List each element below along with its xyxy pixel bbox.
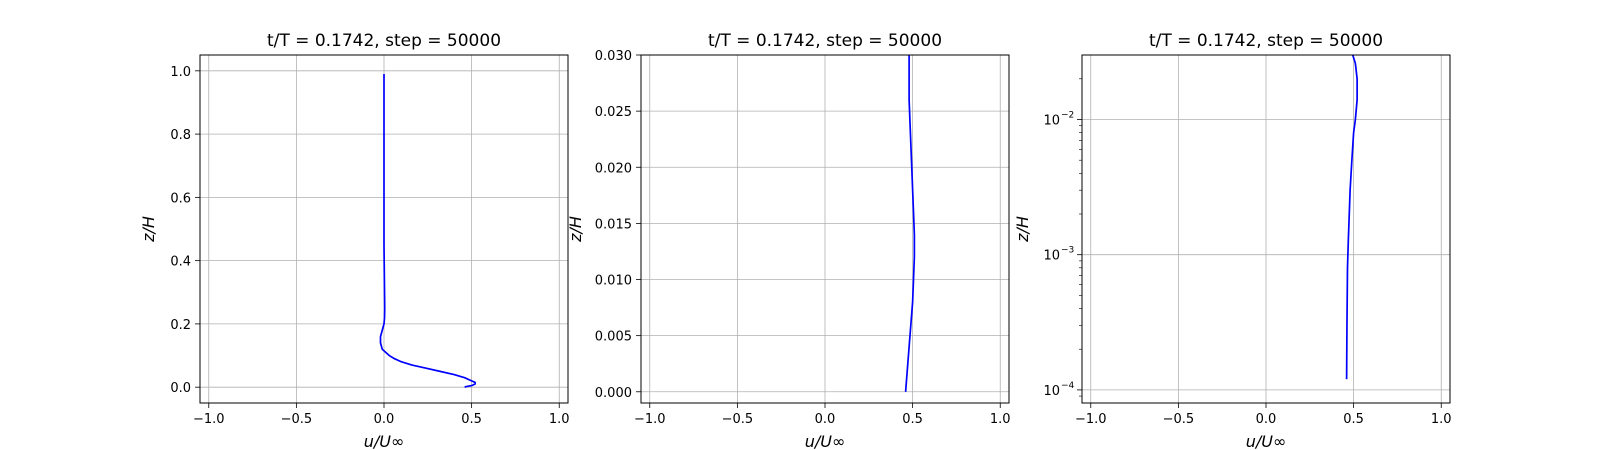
x-axis-label: u/U∞: [364, 432, 405, 450]
x-tick-label: −1.0: [193, 412, 225, 427]
subplot-log-zoom: t/T = 0.1742, step = 50000 u/U∞ z/H −1.0…: [1013, 31, 1452, 450]
x-tick-label: 0.5: [902, 412, 923, 427]
y-tick-exponent: −4: [1061, 381, 1075, 391]
series-line: [1345, 54, 1358, 380]
subplot-linear-zoom: t/T = 0.1742, step = 50000 u/U∞ z/H −1.0…: [566, 31, 1011, 450]
subplot-title: t/T = 0.1742, step = 50000: [267, 31, 501, 51]
x-axis-label: u/U∞: [805, 432, 846, 450]
series-line: [379, 73, 476, 388]
y-tick-label: 0.6: [170, 191, 191, 206]
x-tick-label: 0.5: [461, 412, 482, 427]
x-tick-label: 0.5: [1343, 412, 1364, 427]
y-tick-label: 0.000: [595, 386, 632, 401]
y-tick-label: 0.030: [595, 49, 632, 64]
axes-frame: [640, 54, 1010, 404]
x-tick-label: 0.0: [374, 412, 395, 427]
y-tick-label: 0.0: [170, 381, 191, 396]
y-axis-label: z/H: [139, 216, 158, 243]
x-tick-label: −1.0: [634, 412, 666, 427]
axes-frame: [199, 54, 569, 404]
y-tick-label: 10: [1043, 114, 1060, 129]
y-tick-exponent: −2: [1061, 111, 1074, 121]
y-tick-label: 1.0: [170, 65, 191, 80]
x-tick-label: 0.0: [815, 412, 836, 427]
subplot-linear-full: t/T = 0.1742, step = 50000 u/U∞ z/H −1.0…: [139, 31, 570, 450]
y-tick-exponent: −3: [1061, 246, 1074, 256]
y-tick-label: 10: [1043, 249, 1060, 264]
series-line: [904, 55, 916, 392]
y-tick-label: 0.8: [170, 128, 191, 143]
x-tick-label: −0.5: [722, 412, 754, 427]
y-tick-label: 0.020: [595, 161, 632, 176]
y-tick-label: 0.025: [595, 105, 632, 120]
x-tick-label: −0.5: [1163, 412, 1195, 427]
x-tick-label: −1.0: [1075, 412, 1107, 427]
x-tick-label: 1.0: [1431, 412, 1452, 427]
subplot-title: t/T = 0.1742, step = 50000: [708, 31, 942, 51]
y-axis-label: z/H: [566, 216, 585, 243]
x-axis-label: u/U∞: [1246, 432, 1287, 450]
grid: [1082, 55, 1450, 403]
x-tick-label: −0.5: [281, 412, 313, 427]
subplot-title: t/T = 0.1742, step = 50000: [1149, 31, 1383, 51]
y-tick-label: 0.4: [170, 255, 191, 270]
x-tick-label: 1.0: [990, 412, 1011, 427]
x-tick-label: 0.0: [1256, 412, 1277, 427]
y-tick-label: 0.005: [595, 330, 632, 345]
axes-frame: [1081, 54, 1451, 404]
y-tick-label: 10: [1043, 384, 1060, 399]
x-tick-label: 1.0: [549, 412, 570, 427]
y-tick-label: 0.2: [170, 318, 191, 333]
y-tick-label: 0.015: [595, 217, 632, 232]
y-axis-label: z/H: [1013, 216, 1032, 243]
y-tick-label: 0.010: [595, 274, 632, 289]
